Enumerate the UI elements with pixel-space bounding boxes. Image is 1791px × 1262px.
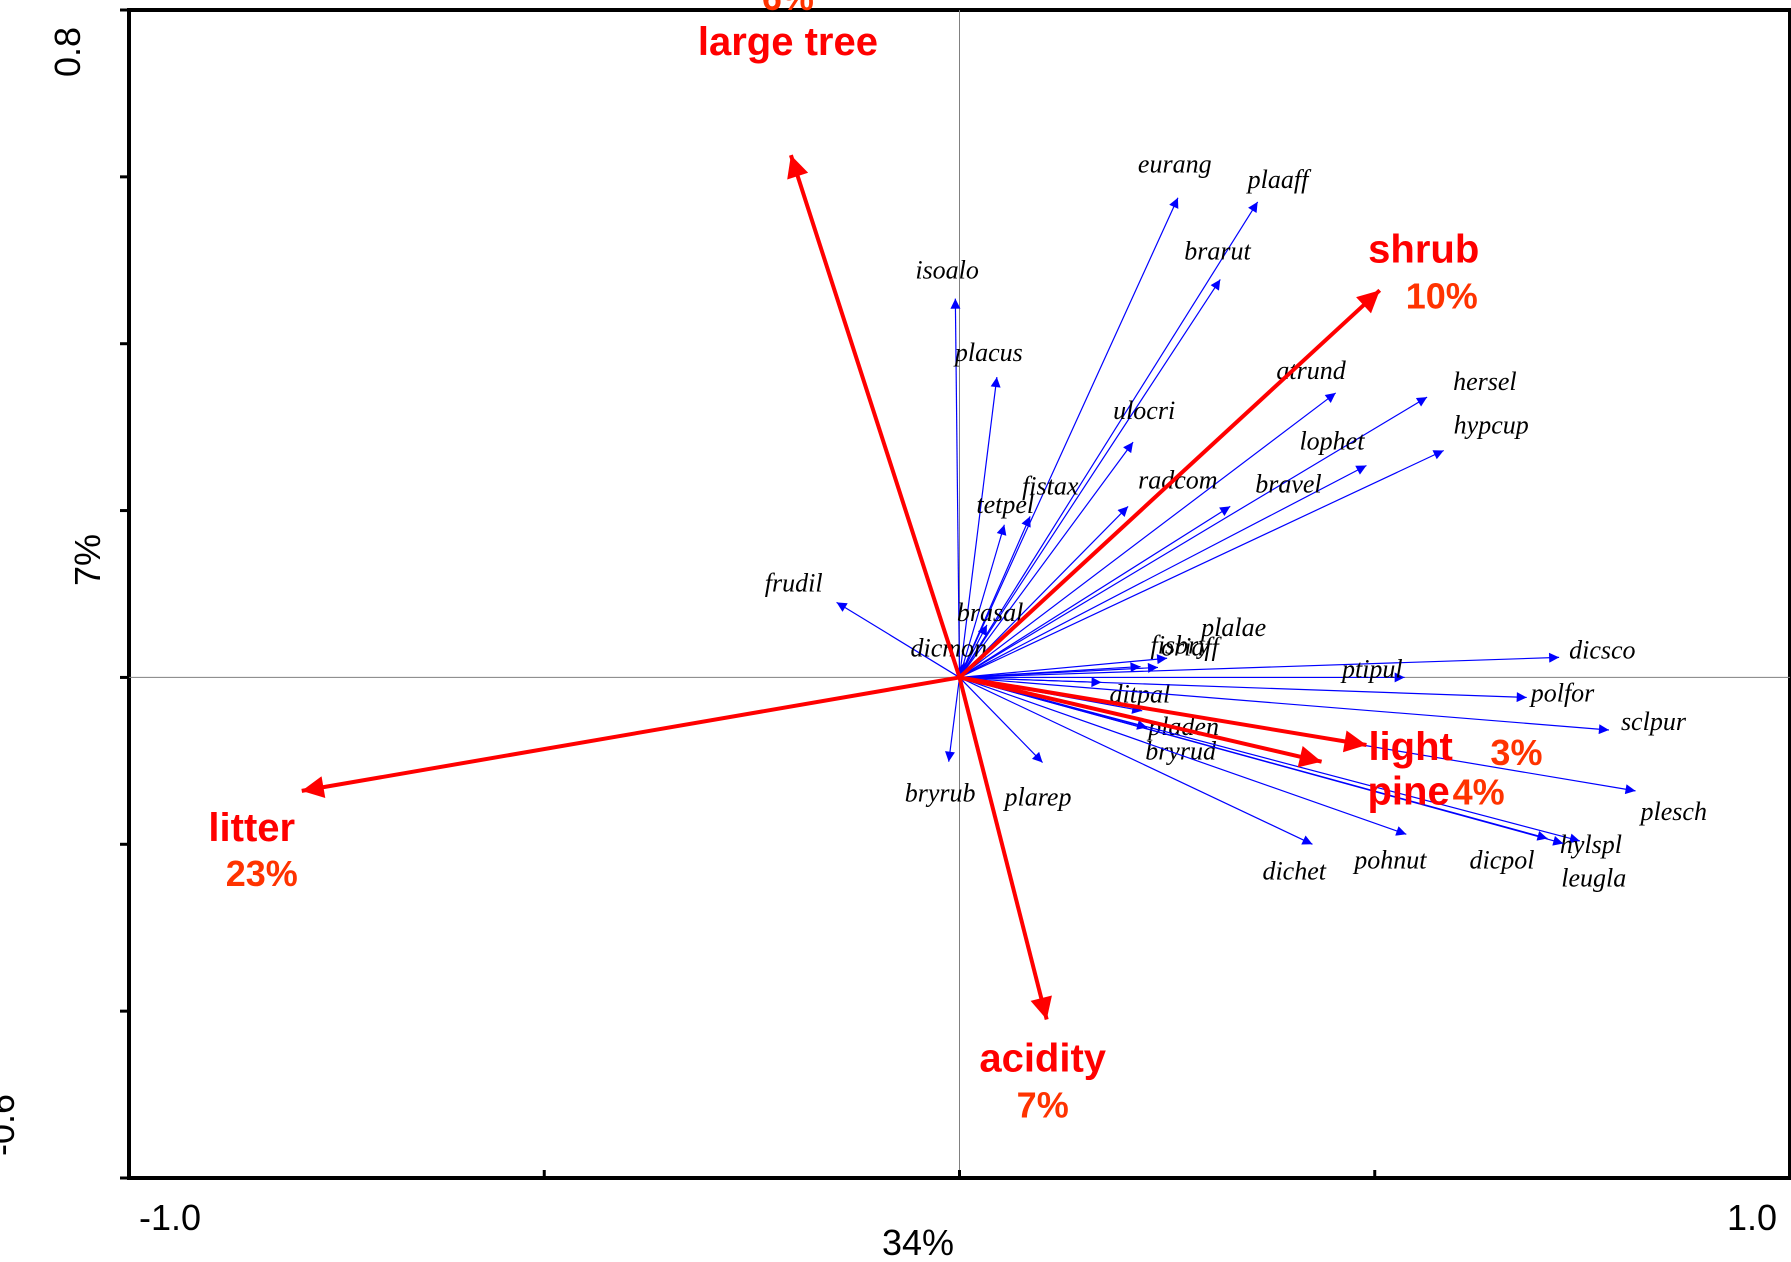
species-label-brasal: brasal <box>957 598 1023 627</box>
species-arrow-plaaff <box>958 201 1259 678</box>
species-arrow-hypcup <box>959 449 1444 678</box>
env-arrow-light <box>959 675 1367 753</box>
env-arrow-acidity <box>957 676 1052 1020</box>
species-label-dicsco: dicsco <box>1569 635 1635 664</box>
env-percent-pine: 4% <box>1453 772 1505 813</box>
species-arrow-tetpel <box>958 524 1007 678</box>
species-arrow-bryrub <box>945 677 961 762</box>
species-label-brarut: brarut <box>1184 236 1251 265</box>
species-label-atrund: atrund <box>1276 356 1346 385</box>
env-percent-acidity: 7% <box>1017 1084 1069 1125</box>
species-label-dicpol: dicpol <box>1469 845 1534 874</box>
species-arrow-isoalo <box>950 298 961 678</box>
species-arrow-eurang <box>958 197 1179 678</box>
species-arrow-dichet <box>959 676 1313 845</box>
species-arrow-fistax <box>958 516 1031 678</box>
y-axis-ticks <box>120 8 129 1180</box>
species-label-fistax: fistax <box>1022 471 1079 500</box>
species-arrow-ulocri <box>959 441 1134 678</box>
species-label-fisbry: fisbry <box>1151 631 1211 660</box>
env-arrow-large-tree <box>787 154 962 679</box>
species-arrow-frudil <box>836 601 960 678</box>
species-label-bryrub: bryrub <box>905 779 976 808</box>
env-percent-litter: 23% <box>226 853 298 894</box>
env-label-light: light <box>1368 725 1452 769</box>
species-arrow-dicsco <box>959 652 1560 679</box>
species-label-lophet: lophet <box>1299 427 1365 456</box>
species-label-polfor: polfor <box>1529 678 1595 707</box>
species-label-sclpur: sclpur <box>1621 707 1687 736</box>
species-label-plalae: plalae <box>1199 613 1266 642</box>
species-label-hersel: hersel <box>1453 367 1517 396</box>
env-label-shrub: shrub <box>1368 227 1479 271</box>
species-label-radcom: radcom <box>1138 465 1217 494</box>
species-arrow-plalae <box>959 654 1168 679</box>
env-arrow-litter <box>301 675 960 798</box>
species-label-pohnut: pohnut <box>1352 845 1427 874</box>
env-percent-large-tree: 6% <box>762 0 814 18</box>
species-label-oriaff: oriaff <box>1161 632 1223 661</box>
env-label-acidity: acidity <box>979 1036 1106 1080</box>
species-arrow-atrund <box>959 392 1337 678</box>
species-arrow-brarut <box>958 279 1221 678</box>
plot-frame <box>120 8 1791 1180</box>
env-percent-shrub: 10% <box>1406 275 1478 316</box>
species-arrow-placus <box>958 377 1001 678</box>
species-label-leugla: leugla <box>1561 863 1626 892</box>
species-label-frudil: frudil <box>765 568 823 597</box>
species-label-eurang: eurang <box>1138 150 1212 179</box>
env-label-pine: pine <box>1367 770 1449 814</box>
species-label-tetpel: tetpel <box>976 490 1034 519</box>
y-axis-explained-label: 7% <box>67 534 108 586</box>
x-tick-label-min: -1.0 <box>139 1197 201 1238</box>
species-arrows: eurang plaaff brarut isoalo placus atrund hers… <box>765 150 1707 893</box>
species-label-plaaff: plaaff <box>1246 165 1312 194</box>
species-label-hylspl: hylspl <box>1560 830 1622 859</box>
x-axis-ticks <box>127 1170 1791 1178</box>
species-arrow-leugla <box>959 676 1564 846</box>
species-arrow-sclpur <box>959 676 1609 735</box>
species-label-isoalo: isoalo <box>915 256 979 285</box>
species-label-ulocri: ulocri <box>1113 396 1175 425</box>
species-arrow-plarep <box>959 677 1043 763</box>
env-arrow-pine <box>959 675 1323 768</box>
species-label-plarep: plarep <box>1003 783 1072 812</box>
species-arrow-pohnut <box>959 676 1407 836</box>
species-label-bryrud: bryrud <box>1145 736 1217 765</box>
env-percent-light: 3% <box>1490 732 1542 773</box>
x-tick-label-max: 1.0 <box>1727 1197 1777 1238</box>
species-arrow-hylspl <box>959 676 1581 844</box>
species-label-placus: placus <box>953 338 1023 367</box>
y-tick-label-min: -0.6 <box>0 1094 22 1156</box>
species-label-dichet: dichet <box>1262 856 1326 885</box>
species-arrow-lophet <box>959 464 1367 678</box>
y-tick-label-max: 0.8 <box>47 27 88 77</box>
species-arrow-hersel <box>959 396 1428 678</box>
species-arrow-polfor <box>959 676 1527 703</box>
env-label-litter: litter <box>208 806 295 850</box>
species-arrow-bravel <box>959 505 1231 678</box>
species-label-ptipul: ptipul <box>1340 654 1403 683</box>
env-label-large-tree: large tree <box>698 20 878 64</box>
species-label-bravel: bravel <box>1255 469 1321 498</box>
x-axis-explained-label: 34% <box>882 1222 954 1262</box>
species-label-hypcup: hypcup <box>1454 411 1529 440</box>
env-arrow-shrub <box>958 288 1382 679</box>
species-label-plesch: plesch <box>1639 797 1707 826</box>
